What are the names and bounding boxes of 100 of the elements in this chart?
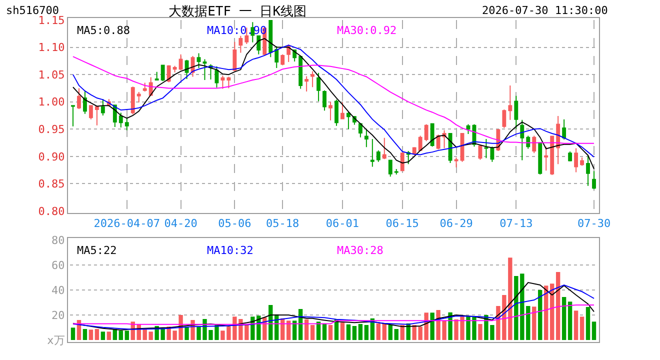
candlestick	[328, 101, 332, 121]
bar	[124, 330, 129, 340]
candlestick	[568, 151, 572, 162]
candlestick	[136, 92, 141, 103]
bar	[106, 332, 112, 340]
candlestick	[178, 54, 183, 71]
candlestick	[154, 71, 159, 81]
bar	[580, 316, 584, 340]
bar	[70, 328, 76, 340]
bar	[88, 330, 94, 340]
candlestick	[424, 124, 428, 142]
candlestick	[94, 105, 99, 126]
candlestick	[484, 138, 488, 159]
candlestick	[412, 146, 416, 156]
candlestick	[358, 122, 362, 138]
bar	[556, 272, 560, 340]
bar	[544, 286, 548, 340]
candlestick	[340, 102, 344, 120]
bar	[382, 323, 386, 340]
bar	[448, 312, 452, 340]
bar	[364, 325, 369, 340]
candlestick	[364, 128, 368, 148]
bar	[586, 307, 590, 340]
candlestick	[184, 59, 189, 80]
candlestick	[286, 44, 291, 63]
candlestick	[226, 76, 231, 89]
candlestick	[508, 84, 512, 120]
candlestick	[538, 142, 542, 175]
candlestick	[130, 86, 135, 115]
y-tick-label: 1.05	[38, 68, 65, 82]
candlestick	[562, 118, 566, 140]
x-tick-label: 04-20	[164, 217, 198, 230]
bar	[562, 297, 566, 340]
bar	[346, 324, 351, 340]
candlestick	[376, 150, 380, 162]
candlestick	[586, 154, 590, 186]
candlestick	[83, 90, 87, 114]
x-tick-label: 06-15	[386, 217, 419, 230]
bar	[340, 322, 345, 340]
candlestick	[77, 88, 81, 110]
candlestick	[310, 70, 315, 88]
candlestick	[220, 75, 225, 90]
bar	[304, 319, 309, 340]
bar	[184, 326, 189, 340]
candlestick	[436, 134, 440, 150]
text: MA30:28	[337, 244, 384, 257]
candlestick	[544, 146, 548, 172]
candlestick	[526, 135, 530, 150]
candlestick	[532, 135, 536, 154]
candlestick	[118, 112, 123, 128]
bar	[316, 322, 321, 340]
candlestick	[142, 82, 147, 92]
y-tick-label: 1.10	[38, 41, 65, 54]
candlestick	[418, 135, 422, 152]
candlestick	[196, 52, 201, 69]
candlestick	[322, 90, 326, 112]
y-tick-label: 0.90	[38, 150, 65, 164]
candlestick	[400, 152, 404, 172]
bar	[574, 310, 578, 340]
x-tick-label: 07-30	[577, 217, 611, 230]
candlestick	[71, 104, 75, 127]
bar	[478, 324, 482, 340]
bar	[118, 330, 123, 340]
bar	[358, 324, 363, 340]
candlestick	[580, 157, 584, 166]
candlestick	[334, 99, 338, 126]
bar	[352, 326, 357, 340]
candlestick	[160, 64, 165, 82]
candlestick	[172, 65, 177, 73]
bar	[394, 329, 398, 340]
bar	[538, 290, 542, 340]
y-tick-label: 1.00	[38, 96, 65, 109]
text: 2026-07-30 11:30:00	[482, 4, 608, 17]
bar	[310, 325, 315, 340]
text: MA5:22	[77, 244, 117, 257]
bar	[550, 284, 554, 340]
candlestick	[256, 35, 261, 55]
candlestick	[238, 35, 243, 54]
y-tick-label: 0.80	[38, 204, 65, 218]
candlestick	[466, 124, 470, 135]
y-tick-label: 60	[52, 258, 65, 272]
chart-title: 大数据ETF 一 日K线图	[168, 4, 307, 20]
bar	[286, 320, 291, 340]
bar	[148, 332, 153, 340]
candlestick	[520, 119, 524, 161]
bar	[82, 329, 88, 340]
candlestick	[316, 72, 320, 102]
candlestick	[232, 41, 237, 72]
bar	[526, 306, 530, 340]
text: MA10:32	[207, 244, 254, 257]
candlestick	[370, 138, 374, 168]
line-series	[72, 304, 595, 325]
bar	[568, 302, 572, 340]
candlestick	[574, 148, 578, 173]
y-tick-label: 80	[52, 234, 65, 247]
y-tick-label: 40	[52, 284, 65, 297]
bar	[100, 332, 106, 340]
y-tick-label: 0.95	[38, 122, 65, 136]
candlestick	[346, 111, 350, 130]
candlestick	[100, 98, 105, 116]
